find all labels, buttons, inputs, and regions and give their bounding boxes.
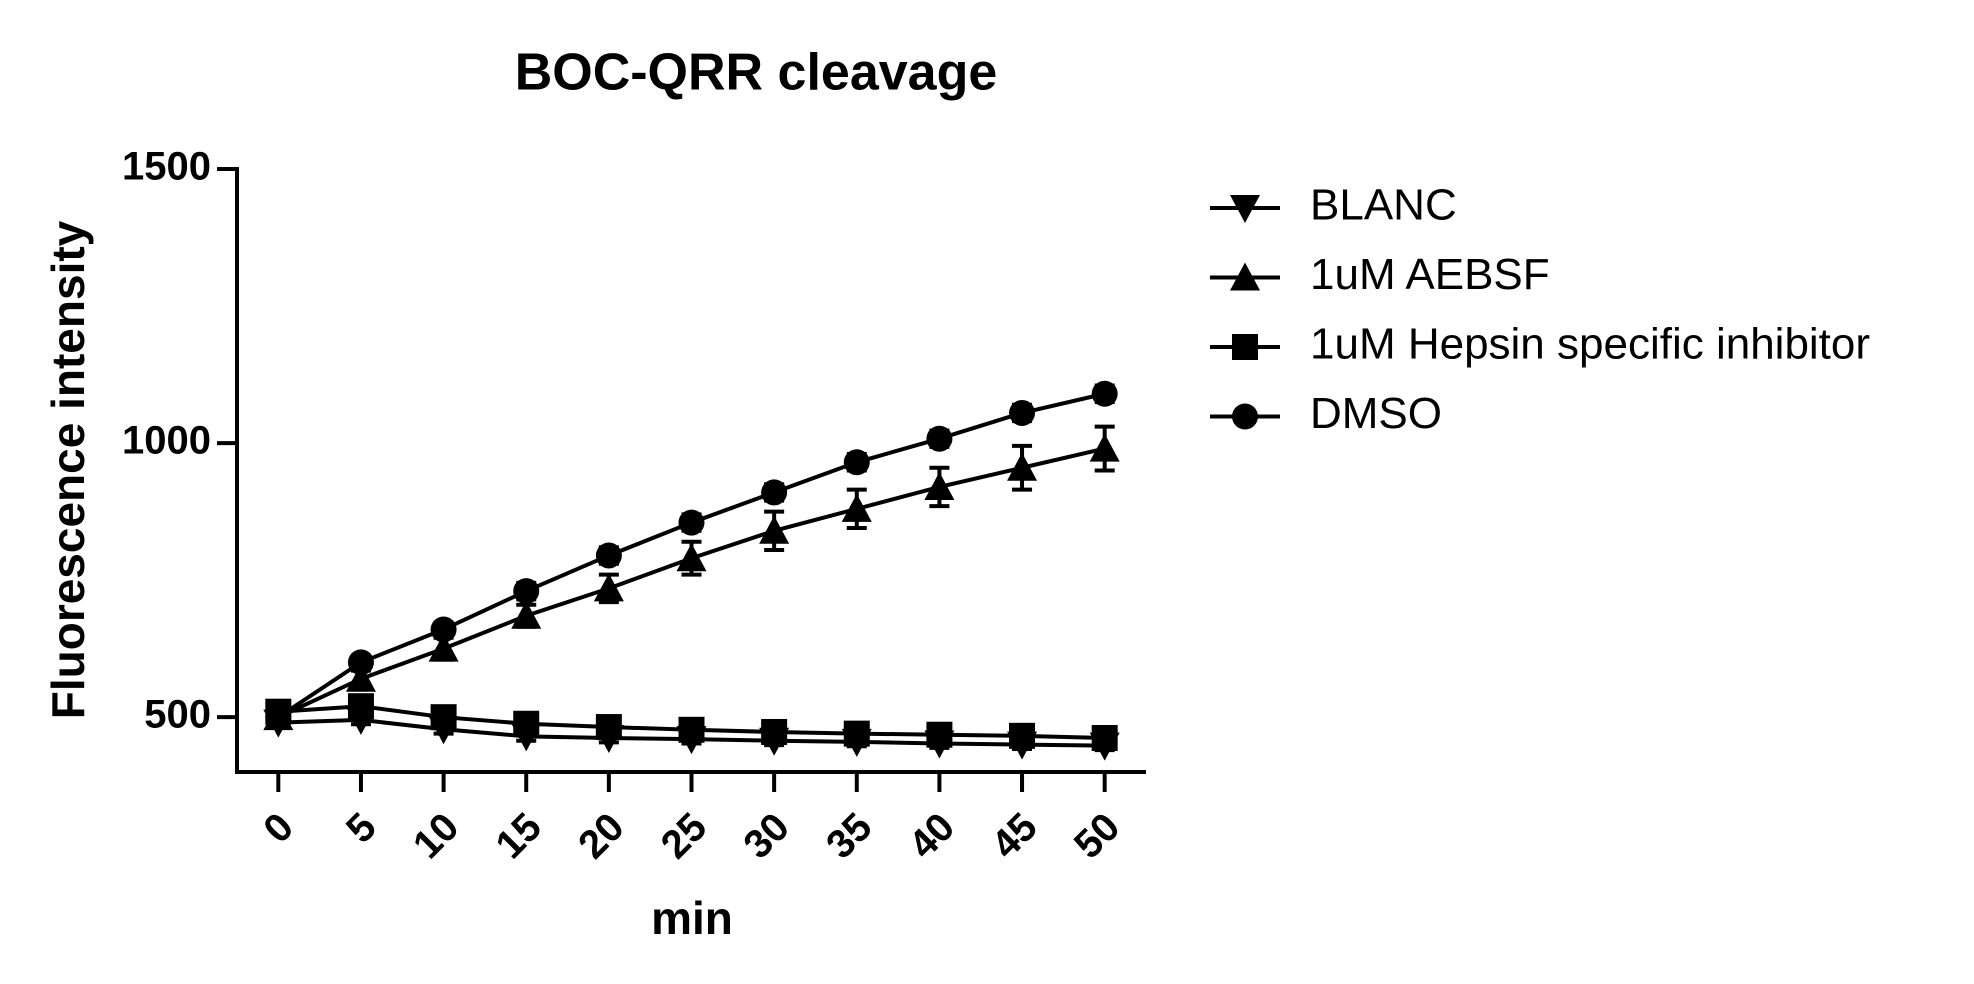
marker [511, 600, 542, 629]
marker [428, 633, 459, 662]
marker [926, 721, 953, 748]
x-tick-label: 0 [255, 805, 302, 852]
marker [1007, 452, 1038, 481]
x-axis-label: min [651, 892, 733, 944]
marker [926, 425, 953, 452]
marker [924, 471, 955, 500]
x-tick-label: 30 [735, 805, 798, 868]
legend-marker [1232, 403, 1258, 430]
marker [676, 543, 707, 572]
marker [1091, 380, 1118, 407]
marker [1091, 725, 1118, 752]
x-tick-label: 20 [570, 805, 633, 868]
x-tick-label: 45 [983, 805, 1046, 868]
marker [1089, 433, 1120, 462]
x-tick-label: 5 [338, 805, 385, 852]
marker [841, 493, 872, 522]
x-tick-label: 10 [405, 805, 468, 868]
marker [513, 578, 540, 605]
legend-marker [1232, 334, 1258, 360]
x-tick-label: 35 [818, 805, 881, 868]
marker [595, 542, 622, 569]
marker [759, 515, 790, 544]
x-tick-label: 25 [653, 805, 716, 868]
x-tick-label: 15 [487, 805, 550, 868]
marker [843, 720, 870, 747]
marker [593, 573, 624, 602]
legend-label: DMSO [1310, 389, 1442, 438]
marker [1009, 722, 1036, 749]
marker [761, 718, 788, 745]
legend-label: 1uM Hepsin specific inhibitor [1310, 320, 1870, 369]
marker [1009, 399, 1036, 426]
marker [678, 716, 705, 743]
legend-marker [1230, 262, 1260, 291]
marker [595, 714, 622, 741]
marker [430, 616, 457, 643]
marker [678, 509, 705, 536]
marker [347, 693, 374, 720]
chart-title: BOC-QRR cleavage [515, 44, 998, 102]
y-axis-label: Fluorescence intensity [42, 220, 94, 719]
y-tick-label: 1000 [122, 419, 211, 463]
series-line [277, 446, 1106, 719]
marker [430, 704, 457, 731]
marker [265, 704, 292, 731]
legend-label: 1uM AEBSF [1310, 250, 1550, 299]
legend-marker [1230, 195, 1260, 223]
legend-label: BLANC [1310, 181, 1457, 230]
x-tick-label: 50 [1066, 805, 1129, 868]
marker [513, 710, 540, 737]
marker [345, 663, 376, 692]
x-tick-label: 40 [901, 805, 964, 868]
marker [761, 479, 788, 506]
y-tick-label: 1500 [122, 145, 211, 189]
marker [843, 449, 870, 476]
y-tick-label: 500 [144, 693, 211, 737]
marker [347, 649, 374, 676]
